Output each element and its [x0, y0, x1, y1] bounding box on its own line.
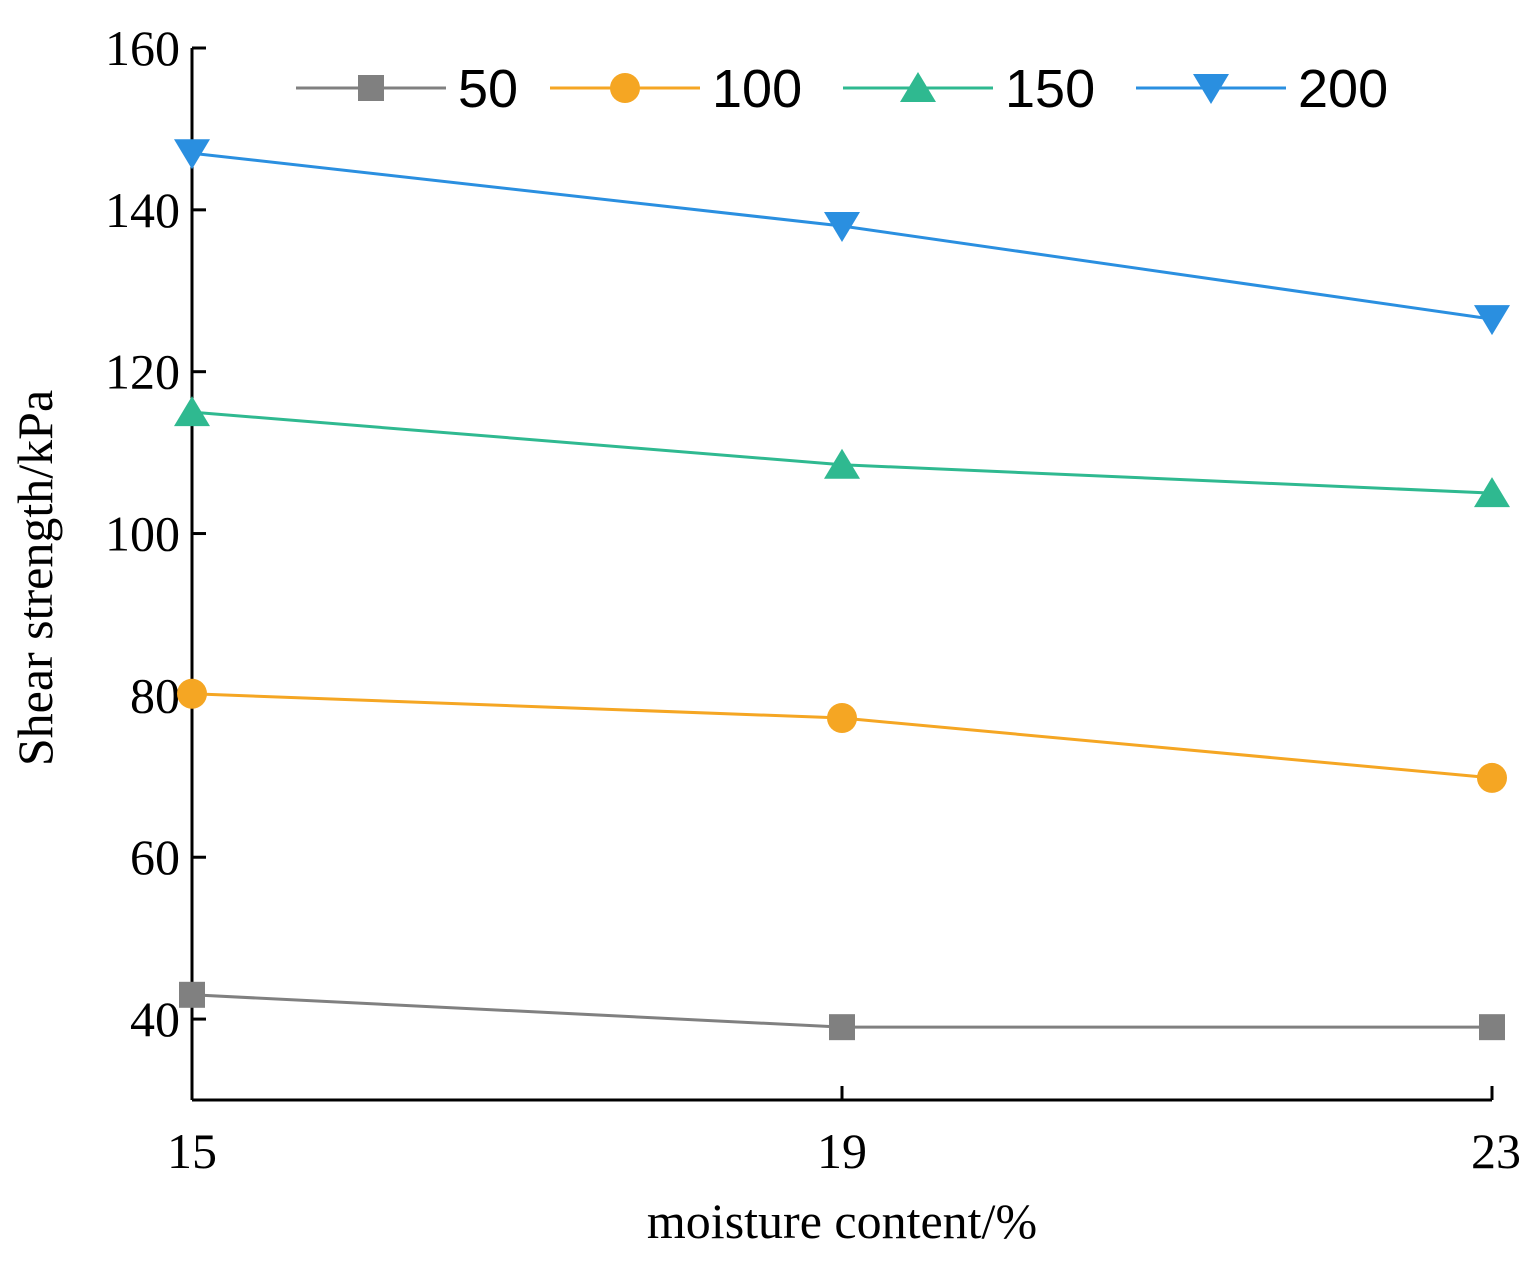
- y-tick-label: 60: [130, 829, 180, 885]
- legend-marker: [900, 72, 936, 102]
- y-ticks: 40 60 80 100 120 140 160: [105, 20, 206, 1047]
- series-200: [174, 139, 1510, 336]
- legend-label: 100: [712, 59, 802, 119]
- y-tick-label: 140: [105, 182, 180, 238]
- data-point-200-23: [1474, 305, 1510, 336]
- legend-label: 50: [458, 59, 518, 119]
- data-point-150-15: [174, 396, 210, 427]
- data-point-100-23: [1477, 762, 1507, 793]
- y-tick-label: 100: [105, 506, 180, 562]
- y-tick-label: 40: [130, 991, 180, 1047]
- legend-item-50: 50: [296, 59, 518, 119]
- legend-marker: [1193, 74, 1229, 104]
- legend-item-100: 100: [550, 59, 802, 119]
- series-layer: [174, 139, 1510, 1041]
- y-axis-title: Shear strength/kPa: [7, 390, 63, 766]
- series-150: [174, 396, 1510, 508]
- y-tick-label: 80: [130, 667, 180, 723]
- y-tick-label: 120: [105, 344, 180, 400]
- legend-marker: [610, 73, 640, 103]
- legend-label: 200: [1298, 59, 1388, 119]
- legend: 50 100 150 200: [296, 59, 1388, 119]
- x-tick-label: 23: [1471, 1123, 1521, 1179]
- data-point-50-15: [179, 981, 205, 1008]
- data-point-50-19: [829, 1014, 855, 1041]
- axes: [190, 48, 1492, 1102]
- series-50: [179, 981, 1505, 1041]
- x-axis-title: moisture content/%: [647, 1193, 1037, 1249]
- legend-item-200: 200: [1136, 59, 1388, 119]
- legend-marker: [358, 75, 384, 101]
- data-point-150-23: [1474, 477, 1510, 508]
- x-tick-label: 19: [817, 1123, 867, 1179]
- legend-label: 150: [1005, 59, 1095, 119]
- y-tick-label: 160: [105, 20, 180, 76]
- x-tick-label: 15: [167, 1123, 217, 1179]
- data-point-200-15: [174, 139, 210, 170]
- data-point-50-23: [1479, 1014, 1505, 1041]
- data-point-100-19: [827, 703, 857, 734]
- x-ticks: 15 19 23: [167, 1086, 1521, 1179]
- data-point-100-15: [177, 678, 207, 709]
- legend-item-150: 150: [843, 59, 1095, 119]
- data-point-150-19: [824, 448, 860, 479]
- series-100: [177, 678, 1507, 793]
- data-point-200-19: [824, 212, 860, 243]
